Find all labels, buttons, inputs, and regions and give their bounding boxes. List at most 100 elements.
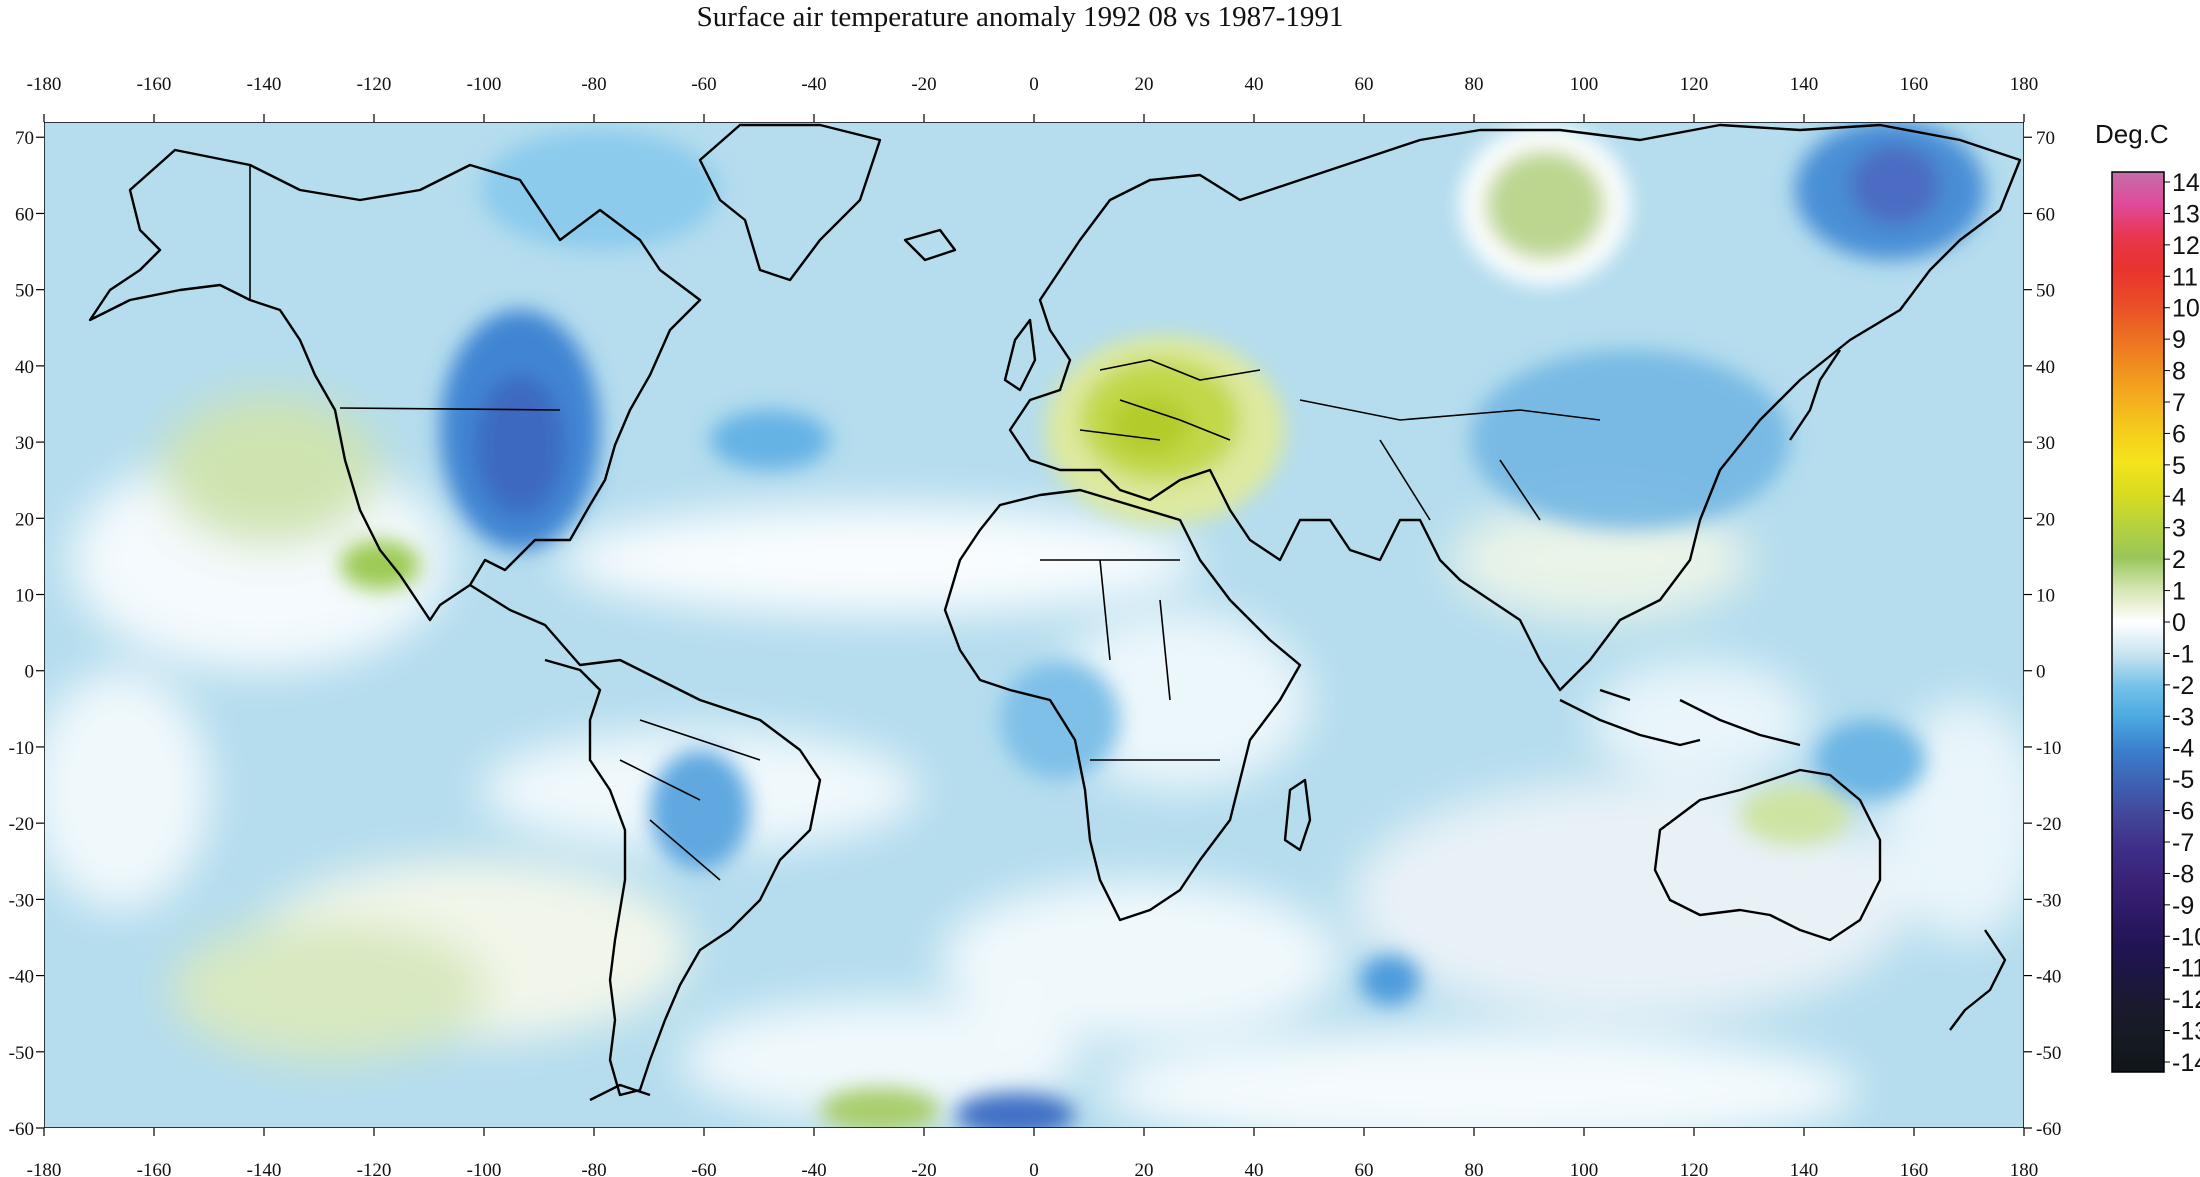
lon-tick-label-bottom: 120 xyxy=(1680,1160,1709,1177)
colorbar-level-label: -3 xyxy=(2172,703,2194,731)
lat-ticks-right: 70 60 50 40 30 20 10 0 -10 -20 -30 -40 -50 -60 xyxy=(2024,128,2061,1140)
lon-tick-label-bottom: -100 xyxy=(467,1160,502,1177)
lat-tick-label-right: -30 xyxy=(2036,890,2061,911)
lon-tick-label-bottom: 100 xyxy=(1570,1160,1599,1177)
lat-tick-label-left: 0 xyxy=(25,662,35,683)
coast-madagascar xyxy=(1283,778,1312,852)
lat-tick-label-right: -20 xyxy=(2036,814,2061,835)
lat-tick-label-left: 70 xyxy=(15,128,34,149)
coast-greenland xyxy=(698,123,882,282)
coast-iceland xyxy=(903,228,957,262)
lat-tick-label-right: -60 xyxy=(2036,1119,2061,1140)
lon-tick-label-top: 0 xyxy=(1029,74,1039,95)
lat-tick-label-right: -40 xyxy=(2036,967,2061,988)
lat-tick-label-left: 50 xyxy=(15,281,34,302)
map-title: Surface air temperature anomaly 1992 08 … xyxy=(696,1,1344,33)
coast-australia xyxy=(1653,768,1882,942)
colorbar-level-label: 12 xyxy=(2172,232,2200,260)
lon-tick-label-top: -80 xyxy=(581,74,606,95)
lat-tick-label-left: -60 xyxy=(9,1119,34,1140)
lon-tick-label-bottom: 80 xyxy=(1465,1160,1484,1177)
colorbar-level-label: -14 xyxy=(2172,1049,2200,1077)
colorbar-level-label: -9 xyxy=(2172,892,2194,920)
lon-tick-label-bottom: 180 xyxy=(2010,1160,2039,1177)
lon-tick-label-bottom: -40 xyxy=(801,1160,826,1177)
lat-tick-label-left: -10 xyxy=(9,738,34,759)
colorbar-level-label: 11 xyxy=(2172,263,2198,291)
coastlines xyxy=(88,123,2022,1102)
colorbar-level-label: 10 xyxy=(2172,295,2200,323)
colorbar-level-label: 9 xyxy=(2172,326,2186,354)
lon-tick-label-bottom: -180 xyxy=(27,1160,62,1177)
colorbar-level-label: 2 xyxy=(2172,546,2186,574)
lat-tick-label-right: 30 xyxy=(2036,433,2055,454)
lat-tick-label-right: 10 xyxy=(2036,586,2055,607)
colorbar-labels: 14131211109876543210-1-2-3-4-5-6-7-8-9-1… xyxy=(2164,169,2200,1077)
coast-antarctic xyxy=(589,1083,651,1102)
lat-tick-label-left: -50 xyxy=(9,1043,34,1064)
colorbar-level-label: 4 xyxy=(2172,483,2186,511)
colorbar-unit: Deg.C xyxy=(2095,119,2169,149)
coast-africa xyxy=(943,488,1302,922)
colorbar-level-label: 8 xyxy=(2172,358,2186,386)
colorbar-level-label: 1 xyxy=(2172,578,2186,606)
colorbar-scale xyxy=(2111,171,2165,1073)
colorbar-level-label: -2 xyxy=(2172,672,2194,700)
lon-tick-label-bottom: -80 xyxy=(581,1160,606,1177)
lat-tick-label-left: 60 xyxy=(15,204,34,225)
lon-tick-label-top: -100 xyxy=(467,74,502,95)
colorbar-level-label: -5 xyxy=(2172,766,2194,794)
colorbar-level-label: -7 xyxy=(2172,829,2194,857)
lon-tick-label-top: 140 xyxy=(1790,74,1819,95)
colorbar-level-label: 3 xyxy=(2172,515,2186,543)
lat-ticks-left: 70 60 50 40 30 20 10 0 -10 -20 -30 -40 -50 -60 xyxy=(9,128,44,1140)
lon-tick-label-top: 60 xyxy=(1355,74,1374,95)
lat-tick-label-left: 20 xyxy=(15,509,34,530)
anomaly-detail xyxy=(340,122,1985,1128)
lat-tick-label-right: 50 xyxy=(2036,281,2055,302)
lon-ticks-bottom: -180 -160 -140 -120 -100 -80 -60 -40 -20 0 20 40 60 8… xyxy=(27,1128,2039,1177)
colorbar-level-label: 6 xyxy=(2172,420,2186,448)
lat-tick-label-right: -50 xyxy=(2036,1043,2061,1064)
coast-japan xyxy=(1789,349,1841,441)
colorbar-level-label: -1 xyxy=(2172,640,2194,668)
lon-tick-label-top: -180 xyxy=(27,74,62,95)
colorbar-level-label: 5 xyxy=(2172,452,2186,480)
lon-tick-label-bottom: 0 xyxy=(1029,1160,1039,1177)
lon-tick-label-top: 20 xyxy=(1135,74,1154,95)
lon-tick-label-bottom: 160 xyxy=(1900,1160,1929,1177)
lon-tick-label-bottom: 140 xyxy=(1790,1160,1819,1177)
lat-tick-label-left: 30 xyxy=(15,433,34,454)
lon-tick-label-bottom: 40 xyxy=(1245,1160,1264,1177)
lon-tick-label-bottom: 60 xyxy=(1355,1160,1374,1177)
lat-tick-label-left: -30 xyxy=(9,890,34,911)
lon-tick-label-top: 80 xyxy=(1465,74,1484,95)
coast-south-america xyxy=(469,583,822,1097)
lat-tick-label-left: -20 xyxy=(9,814,34,835)
lat-tick-label-right: 70 xyxy=(2036,128,2055,149)
colorbar-level-label: -13 xyxy=(2172,1018,2200,1046)
colorbar-level-label: -12 xyxy=(2172,986,2200,1014)
country-borders xyxy=(249,165,1601,881)
lat-tick-label-right: 60 xyxy=(2036,204,2055,225)
lat-tick-label-right: 40 xyxy=(2036,357,2055,378)
colorbar-level-label: -6 xyxy=(2172,798,2194,826)
lat-tick-label-left: 40 xyxy=(15,357,34,378)
lon-tick-label-top: -20 xyxy=(911,74,936,95)
colorbar-level-label: 13 xyxy=(2172,200,2200,228)
lon-tick-label-bottom: -60 xyxy=(691,1160,716,1177)
colorbar: Deg.C 14131211109876543210-1-2-3-4-5-6-7… xyxy=(2095,119,2200,1077)
lat-tick-label-right: 0 xyxy=(2036,662,2046,683)
coast-uk xyxy=(1003,318,1037,392)
lon-tick-label-bottom: -120 xyxy=(357,1160,392,1177)
lon-tick-label-bottom: -20 xyxy=(911,1160,936,1177)
lat-tick-label-left: -40 xyxy=(9,967,34,988)
map-panel[interactable] xyxy=(30,120,2045,1150)
anomaly-field xyxy=(44,395,2024,1128)
lon-tick-label-bottom: -160 xyxy=(137,1160,172,1177)
lon-tick-label-top: -120 xyxy=(357,74,392,95)
lon-ticks-top: -180 -160 -140 -120 -100 -80 -60 -40 -20 0 20 40 60 8… xyxy=(27,74,2038,122)
colorbar-level-label: -10 xyxy=(2172,923,2200,951)
lon-tick-label-top: -140 xyxy=(247,74,282,95)
lon-tick-label-top: 40 xyxy=(1245,74,1264,95)
